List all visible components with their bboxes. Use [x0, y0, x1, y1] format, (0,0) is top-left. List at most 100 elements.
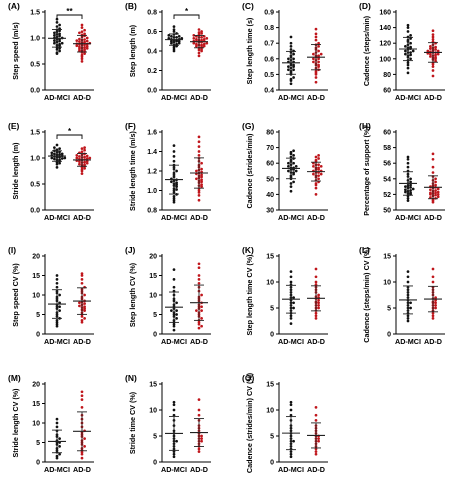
y-tick-label: 15 [383, 254, 391, 261]
data-point [434, 45, 437, 49]
data-point [85, 154, 89, 158]
data-point [289, 280, 293, 284]
data-point [431, 267, 435, 271]
y-tick-label: 5 [153, 312, 157, 319]
y-axis-title: Step speed (m/s) [11, 22, 20, 80]
data-point [404, 52, 407, 56]
panel-label: (J) [125, 245, 136, 255]
data-point [314, 275, 318, 279]
data-point [200, 183, 203, 186]
data-point [200, 38, 203, 42]
data-point [83, 40, 86, 44]
data-point [83, 52, 86, 55]
data-point [83, 167, 86, 170]
data-point [434, 189, 437, 192]
panel-i: (I) Step speed CV (%) 0 5 10 15 20 AD-MCI AD-D [8, 245, 94, 346]
y-tick-label: 1.0 [30, 156, 40, 163]
data-point [292, 306, 295, 310]
x-category-label: AD-D [190, 213, 208, 222]
data-point [292, 52, 295, 56]
data-point [197, 194, 201, 197]
data-point [431, 317, 435, 320]
data-point [170, 180, 173, 184]
significance-marker: ** [66, 7, 73, 16]
data-point [200, 305, 203, 309]
y-axis-title: Cadence (strides/min) [245, 133, 254, 209]
y-tick-label: 0.9 [264, 10, 274, 17]
x-category-label: AD-D [307, 465, 325, 474]
data-point [197, 262, 201, 266]
data-point [197, 54, 201, 58]
data-point [314, 419, 318, 422]
y-tick-label: 5 [153, 434, 157, 441]
data-point [197, 278, 201, 281]
data-point [200, 49, 203, 53]
data-point [409, 51, 412, 54]
data-point [55, 425, 59, 429]
data-point [292, 68, 295, 72]
y-tick-label: 0.5 [30, 62, 40, 69]
data-point [197, 274, 201, 277]
data-point [60, 41, 64, 45]
data-point [197, 326, 201, 330]
data-point [314, 283, 318, 286]
data-point [319, 52, 323, 56]
y-tick-label: 0.5 [264, 72, 274, 79]
data-point [317, 293, 320, 297]
data-point [406, 317, 410, 320]
data-point [200, 47, 203, 51]
data-point [202, 42, 206, 46]
significance-bracket [56, 14, 83, 19]
panel-label: (D) [359, 1, 371, 11]
y-tick-label: 54 [383, 176, 391, 183]
significance-marker: * [68, 127, 72, 136]
data-point [58, 39, 61, 43]
x-category-label: AD-D [73, 337, 91, 346]
x-category-label: AD-MCI [44, 93, 70, 102]
data-point [55, 166, 59, 169]
data-point [172, 278, 176, 281]
y-axis-title: Step length CV (%) [128, 262, 137, 327]
data-point [409, 180, 412, 184]
data-point [50, 151, 54, 155]
y-tick-label: 0.2 [147, 68, 157, 75]
data-point [431, 35, 435, 39]
data-point [429, 47, 432, 51]
data-point [172, 322, 176, 326]
data-point [406, 161, 410, 165]
data-point [317, 41, 320, 45]
data-point [63, 156, 67, 160]
panel-h: (H)Percentage of support (%) 50 52 54 56 58 60… [359, 121, 445, 222]
data-point [200, 30, 203, 33]
data-point [172, 450, 176, 453]
data-point [409, 53, 412, 57]
data-point [80, 30, 84, 34]
data-point [314, 158, 318, 162]
data-point [172, 403, 176, 407]
data-point [78, 304, 81, 308]
data-point [289, 450, 293, 453]
data-point [80, 390, 84, 394]
panel-j: (J) Step length CV (%) 0 5 10 15 20 AD-MCI AD-D [125, 245, 211, 346]
data-point [55, 281, 59, 285]
data-point [58, 445, 61, 448]
data-point [80, 53, 84, 57]
data-point [175, 36, 178, 39]
data-point [406, 71, 410, 75]
x-category-label: AD-MCI [395, 93, 421, 102]
data-point [314, 317, 318, 320]
y-tick-label: 0 [36, 332, 40, 339]
data-point [312, 172, 315, 176]
data-point [58, 47, 61, 50]
data-point [429, 44, 432, 48]
data-point [434, 180, 437, 184]
data-point [80, 168, 84, 171]
data-point [197, 31, 201, 34]
data-point [80, 150, 84, 154]
y-axis-title: Stride length CV (%) [11, 388, 20, 458]
panel-label: (G) [242, 121, 254, 131]
data-point [80, 26, 84, 29]
data-point [172, 198, 176, 202]
data-point [406, 314, 410, 318]
data-point [197, 266, 201, 270]
